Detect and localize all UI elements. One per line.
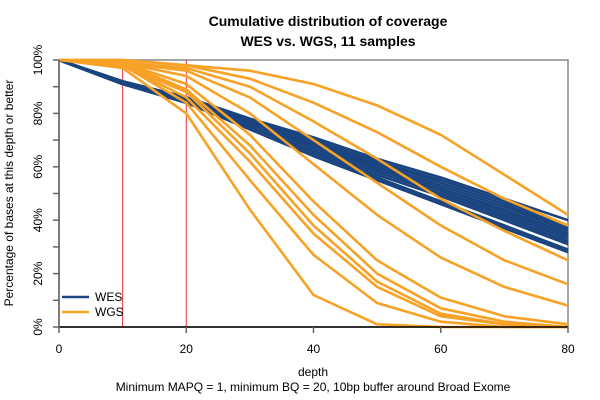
x-axis-note: Minimum MAPQ = 1, minimum BQ = 20, 10bp … [116, 380, 511, 394]
y-tick-label: 0% [31, 318, 45, 336]
series-line-wgs [58, 58, 569, 329]
series-line-wgs [58, 58, 568, 329]
series-line-wes [58, 58, 569, 235]
series-line-wgs [58, 58, 569, 286]
x-tick-label: 0 [56, 342, 63, 356]
x-tick-label: 40 [307, 342, 321, 356]
x-tick-label: 60 [434, 342, 448, 356]
series-line-wgs [58, 58, 569, 329]
legend-label-wes: WES [95, 290, 122, 304]
y-tick-label: 40% [31, 208, 45, 232]
y-tick-label: 80% [31, 101, 45, 125]
y-tick-label: 100% [31, 44, 45, 75]
y-axis-label: Percentage of bases at this depth or bet… [2, 80, 16, 307]
x-tick-label: 20 [180, 342, 194, 356]
series-line-wgs [58, 58, 569, 326]
x-axis-label: depth [298, 365, 328, 379]
y-tick-label: 20% [31, 261, 45, 285]
series-line-wgs [58, 58, 569, 307]
legend-label-wgs: WGS [95, 305, 124, 319]
chart-subtitle: WES vs. WGS, 11 samples [240, 33, 415, 49]
x-tick-label: 80 [561, 342, 575, 356]
series-line-wgs [58, 58, 569, 262]
series-line-wgs [59, 58, 569, 227]
chart-title: Cumulative distribution of coverage [209, 13, 448, 29]
y-tick-label: 60% [31, 154, 45, 178]
